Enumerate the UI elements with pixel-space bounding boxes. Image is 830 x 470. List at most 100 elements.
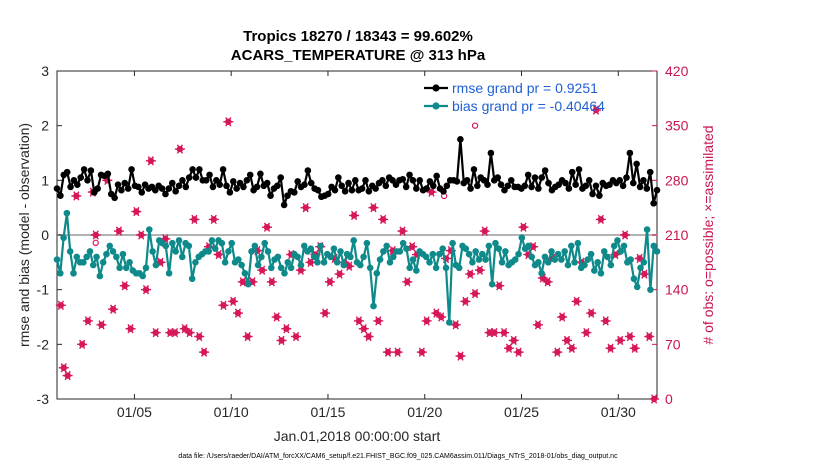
rmse-point xyxy=(379,177,386,184)
bias-point xyxy=(93,253,100,261)
bias-point xyxy=(511,256,519,263)
bias-point xyxy=(386,259,394,266)
y2-tick-label: 140 xyxy=(665,282,689,298)
legend-bias-marker xyxy=(432,102,440,110)
bias-point xyxy=(241,269,249,277)
obs-point xyxy=(397,226,408,236)
bias-point xyxy=(235,256,242,263)
bias-point xyxy=(162,242,170,250)
rmse-point xyxy=(531,174,539,181)
bias-point xyxy=(518,234,526,242)
obs-point xyxy=(300,202,311,213)
y-tick-label: 1 xyxy=(41,172,49,188)
bias-point xyxy=(647,286,654,293)
rmse-point xyxy=(185,174,193,181)
rmse-point xyxy=(331,186,339,194)
bias-point xyxy=(116,264,123,272)
bias-point xyxy=(238,261,245,269)
rmse-point xyxy=(189,166,196,173)
obs-point xyxy=(382,347,393,357)
rmse-point xyxy=(474,182,481,190)
obs-point xyxy=(108,304,119,314)
rmse-point xyxy=(277,174,285,181)
rmse-point xyxy=(168,179,176,187)
rmse-point xyxy=(324,190,332,198)
rmse-point xyxy=(179,177,186,184)
obs-point xyxy=(131,206,142,217)
bias-point xyxy=(584,256,592,263)
obs-point xyxy=(228,296,239,307)
obs-point xyxy=(62,370,73,381)
bias-point xyxy=(340,261,348,269)
obs-point xyxy=(320,308,331,318)
bias-point xyxy=(320,259,328,266)
obs-point xyxy=(262,222,272,232)
y-axis-left: -3 -2 -1 0 1 2 3 xyxy=(37,63,62,407)
rmse-point xyxy=(589,190,596,198)
bias-point xyxy=(228,239,236,247)
obs-point xyxy=(213,249,224,260)
rmse-point xyxy=(358,185,366,192)
obs-point xyxy=(436,312,447,322)
rmse-point xyxy=(457,136,464,143)
rmse-point xyxy=(240,183,247,191)
rmse-point xyxy=(77,174,85,181)
obs-point xyxy=(281,324,292,334)
bias-point xyxy=(277,264,285,272)
y-tick-label: -3 xyxy=(37,391,50,407)
bias-point xyxy=(60,234,67,242)
obs-point xyxy=(145,156,156,166)
y-axis-right: 0 70 140 210 280 350 420 xyxy=(652,63,689,407)
y2-tick-label: 70 xyxy=(665,336,681,352)
bias-point xyxy=(462,245,470,252)
obs-point xyxy=(508,335,519,346)
bias-point xyxy=(142,264,150,272)
x-axis: 01/05 01/10 01/15 01/20 01/25 01/30 xyxy=(117,71,636,420)
obs-point xyxy=(426,187,437,197)
bias-point xyxy=(574,239,582,247)
rmse-point xyxy=(545,179,552,187)
rmse-point xyxy=(636,183,644,191)
bias-point xyxy=(620,242,628,250)
rmse-point xyxy=(623,174,630,181)
obs-point xyxy=(55,300,66,310)
bias-point xyxy=(225,248,232,255)
rmse-point xyxy=(348,186,356,194)
obs-point xyxy=(334,269,345,279)
obs-point xyxy=(189,214,200,225)
obs-point xyxy=(455,351,466,361)
bias-point xyxy=(258,253,265,261)
rmse-point xyxy=(467,185,474,192)
bias-point xyxy=(169,239,176,247)
rmse-point xyxy=(352,177,359,184)
bias-point xyxy=(383,242,390,250)
rmse-point xyxy=(124,185,132,192)
obs-point xyxy=(465,269,476,279)
bias-point xyxy=(337,248,344,255)
bias-point xyxy=(432,264,440,272)
x-tick-label: 01/20 xyxy=(407,404,442,420)
rmse-point xyxy=(263,179,271,187)
x-tick-label: 01/10 xyxy=(214,404,249,420)
rmse-point xyxy=(643,185,651,192)
obs-point xyxy=(71,191,82,201)
obs-point xyxy=(113,226,124,236)
obs-point xyxy=(450,320,461,330)
rmse-point xyxy=(111,194,118,202)
bias-point xyxy=(389,253,397,261)
rmse-point xyxy=(433,172,440,180)
rmse-point xyxy=(372,185,379,192)
rmse-point xyxy=(541,167,549,174)
obs-assimilated-point xyxy=(92,239,99,247)
bias-point xyxy=(597,269,605,277)
bias-point xyxy=(528,253,536,261)
obs-point xyxy=(629,343,640,353)
obs-point xyxy=(368,202,379,213)
rmse-point xyxy=(616,177,624,184)
obs-point xyxy=(96,320,107,330)
rmse-point xyxy=(162,190,169,198)
obs-point xyxy=(644,331,655,342)
rmse-point xyxy=(470,166,478,173)
bias-point xyxy=(475,256,483,263)
bias-point xyxy=(495,245,503,252)
